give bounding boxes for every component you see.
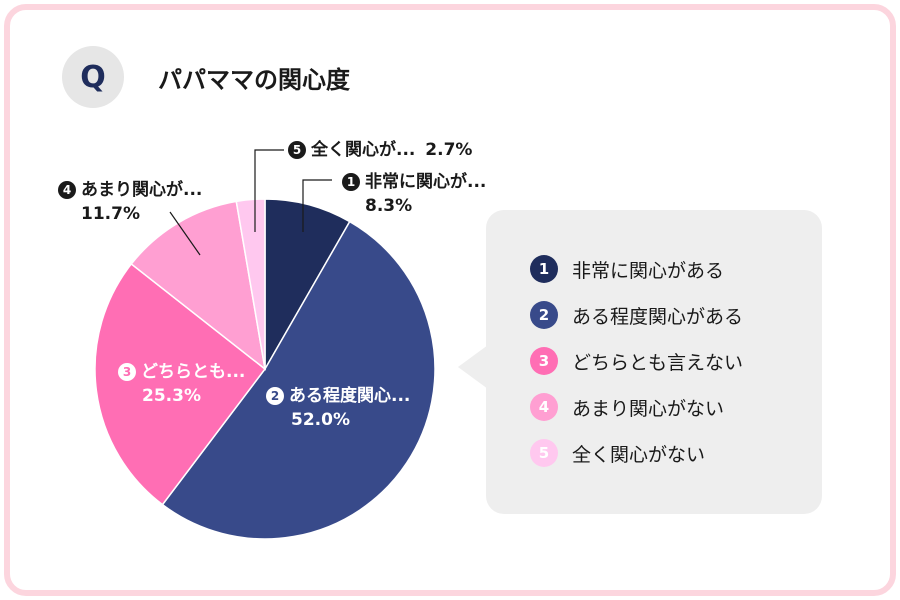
chart-title: パパママの関心度 <box>158 66 350 94</box>
legend-label-3: どちらとも言えない <box>572 351 744 374</box>
slice-label-2: 2 ある程度関心... 52.0% <box>266 384 410 432</box>
legend-item-4: 4 あまり関心がない <box>530 392 724 422</box>
legend-label-2: ある程度関心がある <box>572 305 744 328</box>
legend-dot-3: 3 <box>530 347 558 375</box>
legend-label-5: 全く関心がない <box>572 443 706 466</box>
legend-item-1: 1 非常に関心がある <box>530 254 724 284</box>
slice-value-2: 52.0% <box>291 410 350 430</box>
legend-dot-2: 2 <box>530 301 558 329</box>
slice-number-1: 1 <box>342 173 360 191</box>
question-badge: Q <box>62 46 124 108</box>
slice-value-5: 2.7% <box>425 140 473 160</box>
pie-slice-1 <box>264 198 351 372</box>
slice-number-2: 2 <box>266 387 284 405</box>
slice-value-3: 25.3% <box>142 386 201 406</box>
legend-item-5: 5 全く関心がない <box>530 438 705 468</box>
leader-line-5 <box>254 149 284 232</box>
pie-slice-3 <box>94 262 267 506</box>
slice-label-3: 3 どちらとも... 25.3% <box>118 360 245 408</box>
pie-slice-5 <box>235 198 266 370</box>
pie-slice-2 <box>161 220 436 540</box>
leader-line-4 <box>169 211 201 256</box>
legend-item-3: 3 どちらとも言えない <box>530 346 743 376</box>
slice-number-3: 3 <box>118 363 136 381</box>
slice-number-5: 5 <box>288 141 306 159</box>
slice-value-1: 8.3% <box>365 196 413 216</box>
legend-label-4: あまり関心がない <box>572 397 725 420</box>
legend-dot-1: 1 <box>530 255 558 283</box>
slice-label-5: 5 全く関心が... 2.7% <box>288 138 472 162</box>
slice-label-1: 1 非常に関心が... 8.3% <box>342 170 486 218</box>
leader-line-1 <box>302 179 332 232</box>
legend-dot-4: 4 <box>530 393 558 421</box>
slice-number-4: 4 <box>58 181 76 199</box>
legend-item-2: 2 ある程度関心がある <box>530 300 743 330</box>
legend: 1 非常に関心がある 2 ある程度関心がある 3 どちらとも言えない 4 あまり… <box>486 210 822 514</box>
legend-dot-5: 5 <box>530 439 558 467</box>
slice-value-4: 11.7% <box>81 204 140 224</box>
legend-pointer <box>458 345 488 389</box>
legend-label-1: 非常に関心がある <box>572 259 725 282</box>
slice-label-4: 4 あまり関心が... 11.7% <box>58 178 202 226</box>
